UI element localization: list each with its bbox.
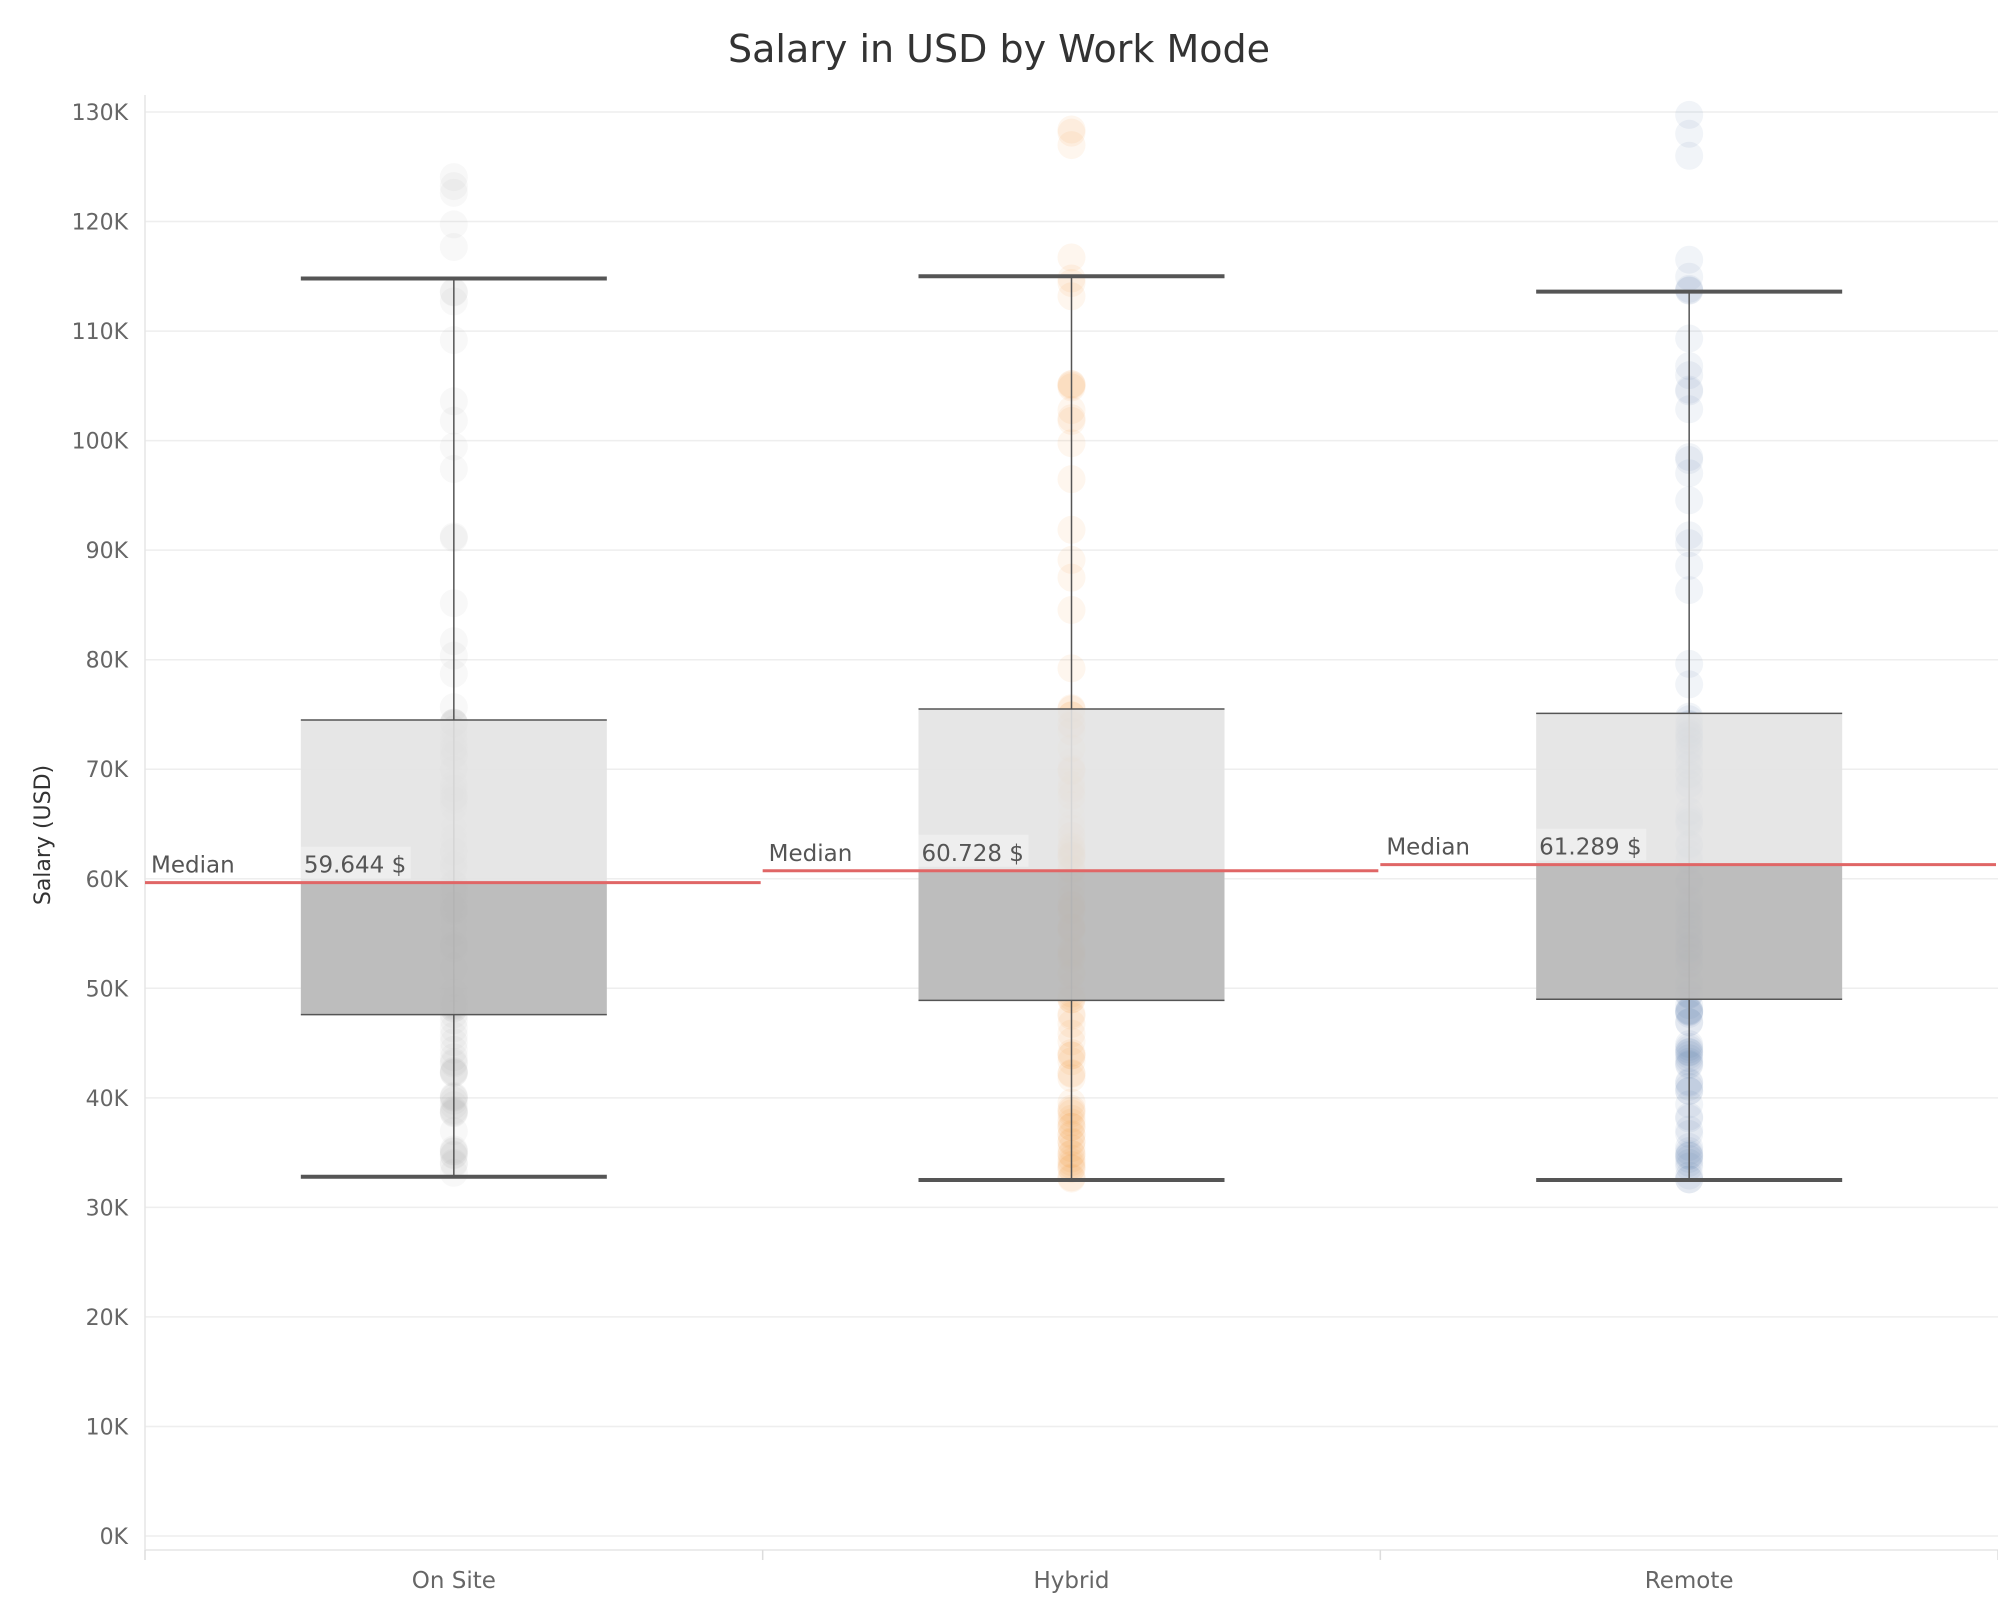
data-point [1675, 262, 1704, 291]
y-tick-label: 50K [86, 977, 129, 1002]
data-point [1675, 100, 1704, 129]
median-value-background [918, 834, 1029, 867]
data-point [1057, 115, 1086, 144]
median-label: Median [769, 841, 853, 867]
median-value-label: 61.289 $ [1539, 835, 1641, 861]
y-tick-label: 120K [72, 211, 129, 236]
median-value-background [300, 846, 411, 879]
data-point [1057, 131, 1086, 160]
median-reference-lines: Median 59.644 $ Median 60.728 $ Median 61.289… [145, 828, 1996, 885]
data-point [1675, 245, 1704, 274]
data-point [1057, 118, 1086, 147]
x-category-label: Hybrid [1034, 1568, 1110, 1594]
chart-title: Salary in USD by Work Mode [728, 27, 1270, 71]
median-value-background [1536, 828, 1647, 861]
y-tick-label: 60K [86, 868, 129, 893]
y-tick-label: 10K [86, 1415, 129, 1440]
axes: 0K 10K 20K 30K 40K 50K 60K 70K 80K 90K 100K 110K 120… [72, 95, 1998, 1594]
y-tick-label: 110K [72, 320, 129, 345]
median-value-label: 60.728 $ [922, 841, 1024, 867]
median-value-label: 59.644 $ [304, 853, 406, 879]
data-point [1675, 141, 1704, 170]
data-point [1675, 274, 1704, 303]
y-tick-label: 80K [86, 649, 129, 674]
data-point [439, 163, 468, 192]
y-tick-label: 40K [86, 1087, 129, 1112]
boxes [300, 274, 1843, 1182]
x-category-label: Remote [1645, 1568, 1734, 1594]
box-lower-half [918, 870, 1225, 1001]
data-point [439, 178, 468, 207]
y-axis-label: Salary (USD) [31, 765, 56, 905]
x-category-label: On Site [412, 1568, 496, 1594]
y-tick-label: 90K [86, 539, 129, 564]
y-tick-label: 100K [72, 430, 129, 455]
data-point [439, 210, 468, 239]
median-label: Median [1386, 835, 1470, 861]
y-tick-label: 20K [86, 1306, 129, 1331]
data-point [439, 172, 468, 201]
y-tick-label: 70K [86, 758, 129, 783]
data-point [439, 233, 468, 262]
box-lower-half [300, 882, 607, 1015]
y-tick-label: 30K [86, 1196, 129, 1221]
data-point [1675, 119, 1704, 148]
box-lower-half [1536, 864, 1843, 1000]
y-tick-label: 130K [72, 101, 129, 126]
median-label: Median [151, 853, 235, 879]
y-tick-label: 0K [100, 1525, 129, 1550]
data-point [1057, 243, 1086, 272]
